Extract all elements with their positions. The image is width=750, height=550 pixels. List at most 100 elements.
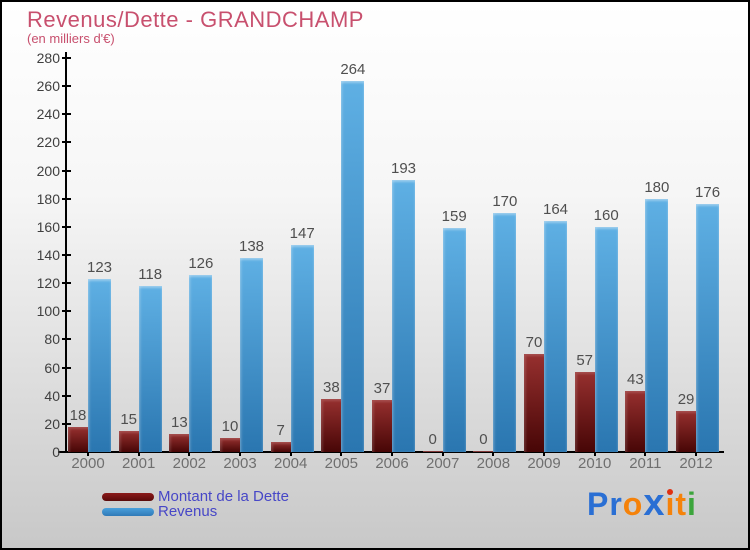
logo-letter-dot — [667, 489, 674, 495]
bar-value-revenus-2002: 126 — [188, 254, 214, 272]
bar-value-dette-2000: 18 — [69, 406, 87, 424]
x-axis-tick — [239, 452, 241, 456]
y-axis-tick-label: 100 — [36, 303, 60, 320]
proxiti-logo[interactable]: Proxı ti — [587, 484, 727, 523]
bar-value-revenus-2008: 170 — [492, 192, 518, 210]
x-axis-line — [58, 451, 724, 453]
y-axis-tick — [62, 169, 71, 172]
y-axis-tick — [62, 394, 71, 397]
y-axis-tick — [62, 141, 71, 144]
y-axis-tick — [62, 57, 71, 59]
y-axis-tick — [62, 451, 71, 453]
x-axis-label-2004: 2004 — [273, 455, 308, 472]
bar-value-dette-2011: 43 — [627, 371, 644, 389]
legend-item-revenus: Revenus — [102, 504, 289, 519]
y-axis-tick-label: 40 — [44, 387, 60, 404]
y-axis-tick — [62, 422, 71, 425]
bar-dette-2002 — [169, 433, 190, 452]
y-axis-tick-label: 280 — [36, 50, 60, 66]
y-axis-tick-label: 20 — [44, 415, 60, 432]
y-axis-tick-label: 120 — [36, 275, 60, 292]
bar-revenus-2004 — [290, 245, 314, 452]
x-axis-label-2001: 2001 — [121, 455, 156, 472]
logo-letter-5: t — [675, 486, 688, 522]
x-axis-tick — [188, 452, 191, 456]
logo-letter-2: o — [622, 486, 644, 522]
x-axis-tick — [695, 452, 698, 456]
legend-item-dette: Montant de la Dette — [102, 489, 289, 504]
y-axis-tick-label: 140 — [36, 247, 60, 263]
bar-value-dette-2005: 38 — [323, 378, 340, 396]
bar-value-dette-2010: 57 — [576, 351, 594, 369]
bar-value-dette-2002: 13 — [170, 413, 188, 431]
bar-value-dette-2008: 0 — [479, 430, 488, 448]
x-axis-label-2000: 2000 — [71, 455, 105, 472]
bar-value-revenus-2007: 159 — [441, 208, 467, 226]
bar-value-revenus-2001: 118 — [138, 265, 163, 283]
bar-dette-2009 — [524, 353, 545, 452]
logo-letter-6: i — [687, 486, 697, 522]
x-axis-tick — [593, 452, 596, 456]
y-axis-tick — [62, 310, 71, 313]
x-axis-label-2002: 2002 — [172, 455, 207, 472]
bar-value-revenus-2004: 147 — [289, 225, 315, 243]
legend-swatch-revenus — [102, 507, 154, 516]
bar-value-dette-2012: 29 — [677, 391, 695, 409]
x-axis-label-2003: 2003 — [223, 455, 257, 472]
x-axis-label-2006: 2006 — [375, 455, 409, 472]
y-axis-tick — [62, 225, 71, 228]
bar-value-dette-2003: 10 — [221, 417, 239, 435]
logo-letter-1: r — [609, 486, 623, 522]
bar-revenus-2001 — [138, 285, 162, 452]
bar-value-revenus-2006: 193 — [391, 160, 417, 178]
bar-revenus-2006 — [392, 180, 416, 452]
y-axis-tick-label: 240 — [36, 106, 60, 123]
bar-value-revenus-2010: 160 — [593, 206, 619, 224]
legend-label-revenus: Revenus — [158, 503, 218, 520]
y-axis-tick-label: 200 — [36, 162, 60, 179]
x-axis-label-2009: 2009 — [527, 455, 561, 472]
bar-value-dette-2001: 15 — [120, 410, 137, 428]
y-axis-tick-label: 0 — [52, 444, 60, 460]
bar-dette-2012 — [676, 411, 697, 452]
bar-revenus-2010 — [594, 226, 618, 452]
bar-revenus-2007 — [442, 228, 466, 452]
x-axis-label-2011: 2011 — [629, 455, 662, 472]
bar-value-revenus-2009: 164 — [543, 201, 569, 219]
y-axis-tick-label: 80 — [44, 331, 60, 348]
y-axis-tick-label: 260 — [36, 78, 60, 95]
bar-revenus-2009 — [544, 221, 568, 452]
chart-subtitle: (en milliers d'€) — [27, 31, 115, 46]
y-axis-tick — [62, 366, 71, 369]
chart-title: Revenus/Dette - GRANDCHAMP — [27, 7, 364, 32]
logo-letter-4: ı — [665, 486, 676, 522]
legend-swatch-dette — [102, 492, 154, 501]
x-axis-tick — [391, 452, 394, 456]
bar-revenus-2003 — [240, 257, 263, 452]
y-axis-tick — [62, 85, 71, 88]
bar-revenus-2000 — [88, 278, 111, 452]
x-axis-label-2007: 2007 — [426, 455, 460, 472]
y-axis-tick-label: 160 — [36, 218, 60, 235]
y-axis-tick-label: 220 — [36, 134, 60, 151]
x-axis-tick — [644, 452, 647, 456]
y-axis-tick — [62, 282, 71, 285]
bar-dette-2000 — [68, 426, 88, 452]
x-axis-label-2012: 2012 — [679, 455, 713, 472]
bar-value-revenus-2005: 264 — [340, 60, 366, 78]
bar-revenus-2008 — [493, 212, 517, 452]
legend-label-dette: Montant de la Dette — [158, 488, 289, 505]
bar-dette-2007 — [422, 450, 443, 452]
bar-revenus-2012 — [696, 204, 720, 452]
bar-dette-2001 — [118, 430, 139, 452]
bar-value-revenus-2012: 176 — [695, 184, 721, 202]
y-axis-tick — [62, 254, 71, 256]
bar-dette-2008 — [473, 450, 494, 452]
bar-dette-2010 — [574, 371, 595, 452]
bar-revenus-2002 — [189, 274, 213, 452]
bar-value-revenus-2000: 123 — [86, 258, 113, 276]
y-axis-tick-label: 180 — [36, 190, 60, 207]
y-axis-tick — [62, 197, 71, 200]
x-axis-label-2008: 2008 — [476, 455, 511, 472]
bar-dette-2006 — [372, 399, 393, 452]
